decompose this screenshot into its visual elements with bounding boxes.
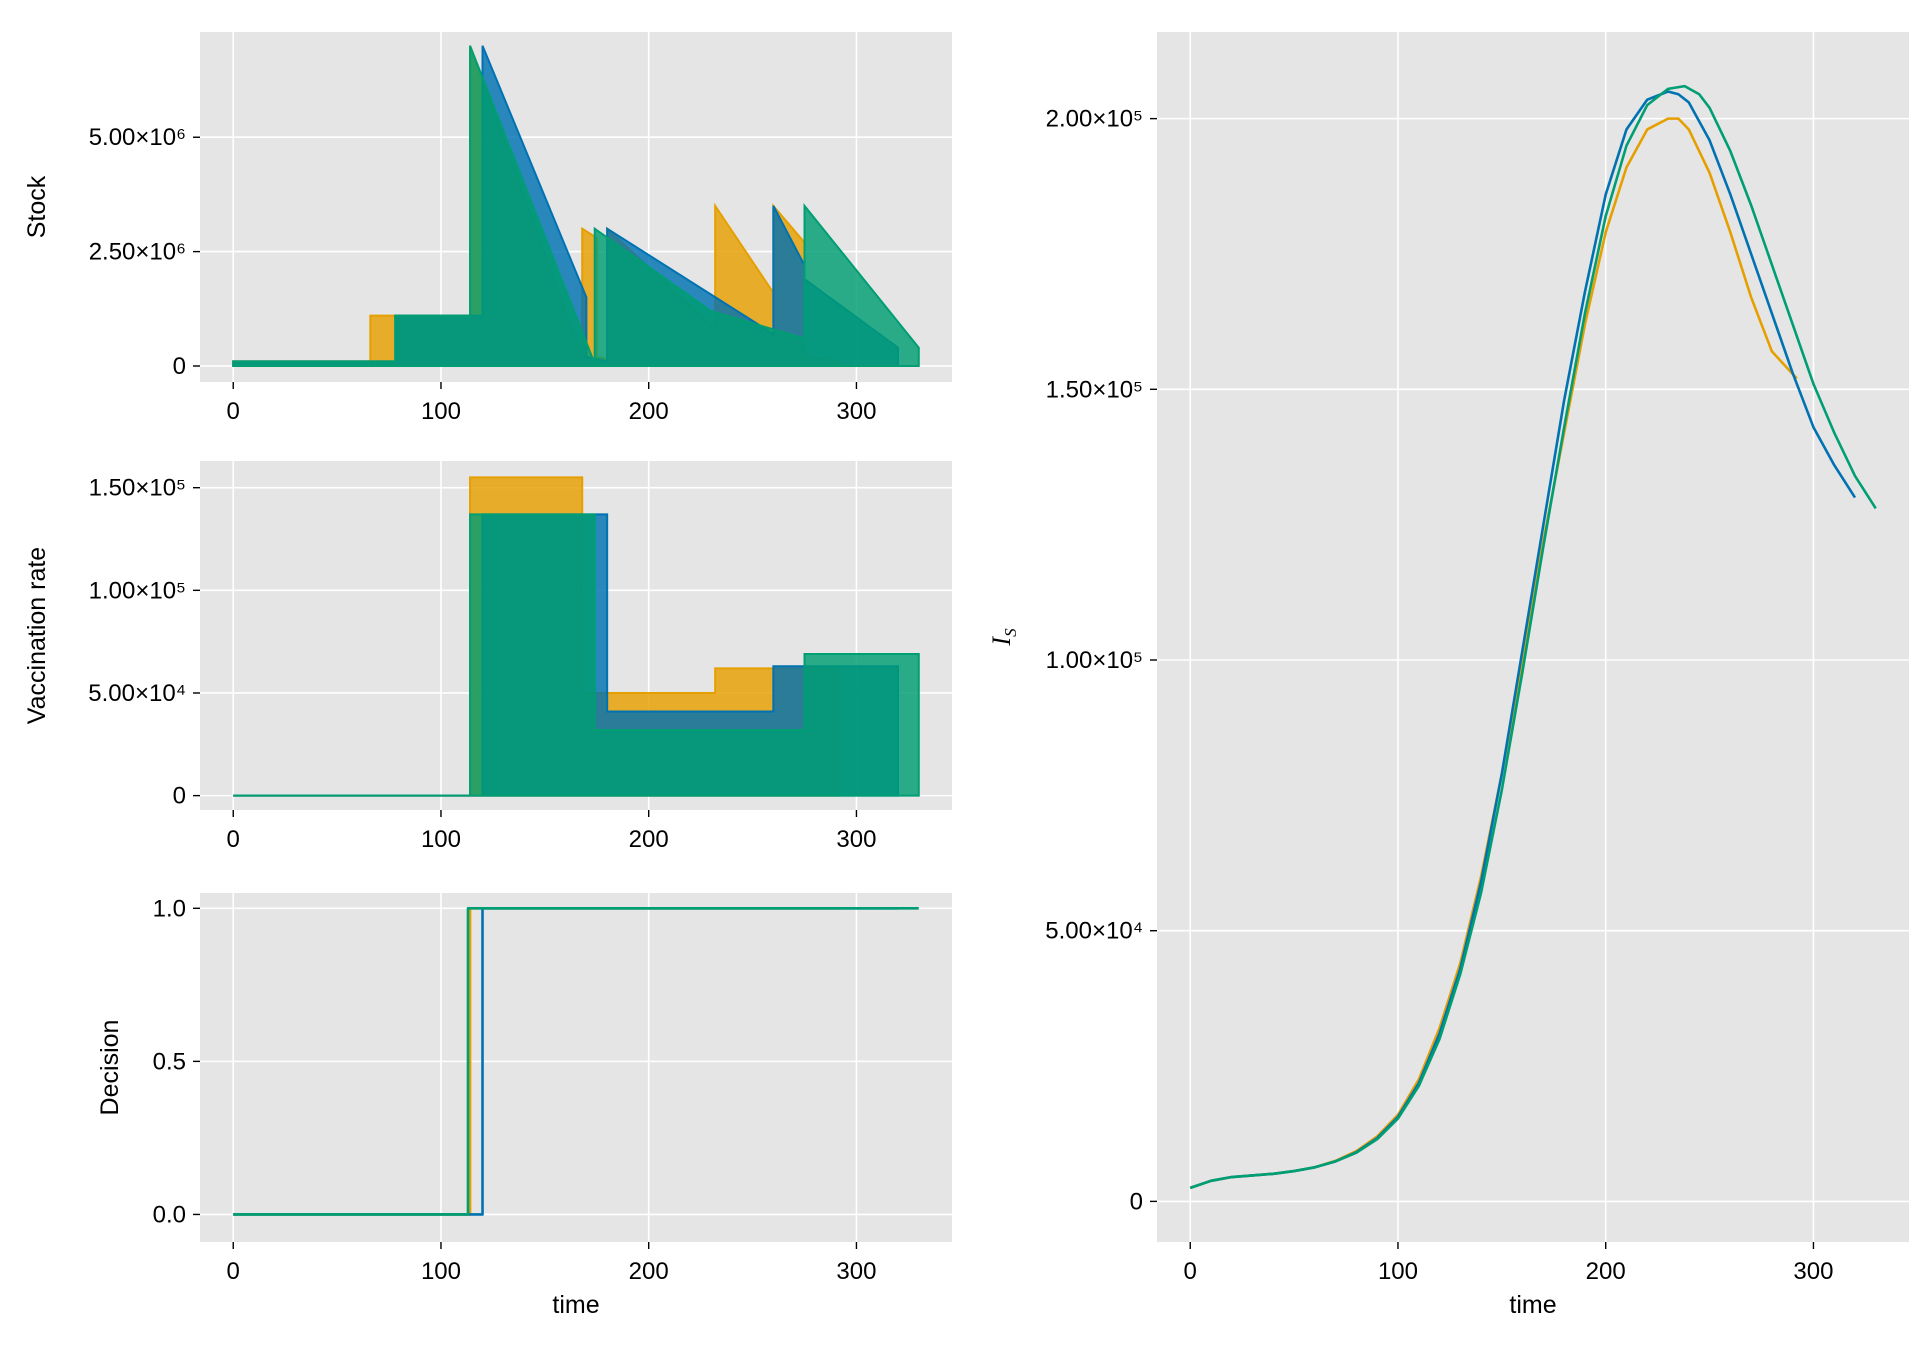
y-axis-label: IS	[987, 628, 1020, 647]
y-tick-label: 0	[173, 783, 186, 810]
y-tick-label: 1.00×10⁵	[1046, 647, 1143, 674]
y-axis-label-subscript: S	[1001, 628, 1020, 637]
y-axis-label: Decision	[96, 1020, 124, 1116]
plot-background	[1157, 32, 1909, 1242]
y-axis-label-main: I	[987, 636, 1016, 647]
series-line-green	[1189, 84, 1877, 1190]
x-tick-label: 300	[836, 1258, 876, 1285]
x-tick-label: 0	[1184, 1258, 1197, 1285]
panel-infected: 0 100 200 300 0 5.00×10⁴ 1.00×10⁵ 1.50×10⁵ 2.00×…	[987, 32, 1909, 1319]
x-tick-label: 200	[1586, 1258, 1626, 1285]
y-tick-label: 5.00×10⁴	[88, 680, 186, 707]
y-tick-label: 5.00×10⁴	[1045, 918, 1143, 945]
y-axis-label: Stock	[23, 175, 51, 238]
x-tick-label: 300	[836, 826, 876, 853]
x-axis-label: time	[1509, 1291, 1556, 1319]
y-tick-label: 2.50×10⁶	[89, 239, 186, 266]
y-tick-label: 0	[1130, 1188, 1143, 1215]
plot-area	[1189, 84, 1877, 1190]
plot-area	[233, 476, 920, 797]
plot-area	[233, 907, 919, 1216]
x-tick-label: 0	[227, 826, 240, 853]
series-area-green	[233, 513, 920, 797]
series-area-green	[232, 45, 920, 367]
x-tick-label: 0	[227, 398, 240, 425]
y-tick-label: 1.0	[153, 895, 186, 922]
plot-area	[232, 45, 920, 367]
x-tick-label: 200	[629, 398, 669, 425]
x-tick-label: 200	[629, 1258, 669, 1285]
x-axis-label: time	[552, 1291, 599, 1319]
y-axis-label: Vaccination rate	[23, 547, 51, 724]
x-tick-label: 100	[421, 1258, 461, 1285]
y-tick-label: 1.50×10⁵	[1046, 376, 1143, 403]
y-tick-label: 0	[173, 353, 186, 380]
panel-vaccination: 0 100 200 300 0 5.00×10⁴ 1.00×10⁵ 1.50×10⁵ Vacci…	[23, 461, 952, 853]
panel-decision: 0 100 200 300 0.0 0.5 1.0 time Decision	[96, 893, 952, 1319]
x-tick-label: 100	[421, 398, 461, 425]
x-tick-label: 100	[1378, 1258, 1418, 1285]
x-tick-label: 200	[629, 826, 669, 853]
x-tick-label: 300	[1793, 1258, 1833, 1285]
y-tick-label: 2.00×10⁵	[1046, 106, 1143, 133]
panel-stock: 0 100 200 300 0 2.50×10⁶ 5.00×10⁶ Stock	[23, 32, 952, 425]
y-tick-label: 0.5	[153, 1048, 186, 1075]
x-tick-label: 100	[421, 826, 461, 853]
x-tick-label: 0	[227, 1258, 240, 1285]
y-tick-label: 1.50×10⁵	[89, 475, 186, 502]
y-tick-label: 1.00×10⁵	[89, 577, 186, 604]
y-tick-label: 5.00×10⁶	[89, 124, 186, 151]
plot-background	[200, 893, 952, 1242]
x-tick-label: 300	[836, 398, 876, 425]
series-line-green	[233, 907, 919, 1216]
y-tick-label: 0.0	[153, 1201, 186, 1228]
